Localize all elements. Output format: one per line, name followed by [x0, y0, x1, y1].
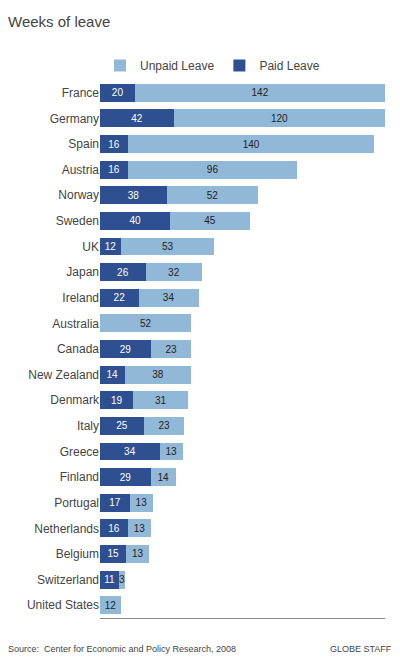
svg-text:19: 19 — [111, 395, 123, 406]
svg-text:UK: UK — [82, 240, 99, 254]
svg-text:22: 22 — [114, 292, 126, 303]
svg-text:29: 29 — [120, 472, 132, 483]
svg-text:25: 25 — [116, 420, 128, 431]
svg-text:29: 29 — [120, 344, 132, 355]
svg-text:23: 23 — [165, 344, 177, 355]
svg-text:12: 12 — [105, 241, 117, 252]
svg-text:17: 17 — [109, 497, 121, 508]
svg-text:38: 38 — [152, 369, 164, 380]
svg-text:Portugal: Portugal — [54, 496, 99, 510]
svg-text:11: 11 — [104, 574, 115, 585]
svg-text:42: 42 — [131, 113, 143, 124]
svg-text:Belgium: Belgium — [56, 547, 99, 561]
svg-text:45: 45 — [204, 215, 216, 226]
svg-text:34: 34 — [124, 446, 136, 457]
svg-text:142: 142 — [252, 87, 269, 98]
svg-text:52: 52 — [140, 318, 152, 329]
svg-text:Australia: Australia — [52, 317, 99, 331]
svg-text:53: 53 — [162, 241, 174, 252]
svg-text:Denmark: Denmark — [50, 393, 100, 407]
svg-text:Greece: Greece — [60, 445, 100, 459]
svg-text:15: 15 — [107, 548, 119, 559]
svg-text:New Zealand: New Zealand — [28, 368, 99, 382]
svg-text:20: 20 — [112, 87, 124, 98]
svg-text:140: 140 — [243, 139, 260, 150]
svg-text:Ireland: Ireland — [62, 291, 99, 305]
svg-text:Source: Center for Economic a: Source: Center for Economic and Policy R… — [8, 644, 236, 654]
svg-text:Sweden: Sweden — [56, 214, 99, 228]
svg-text:52: 52 — [207, 190, 219, 201]
svg-text:120: 120 — [271, 113, 288, 124]
svg-text:United States: United States — [27, 598, 99, 612]
svg-text:13: 13 — [134, 523, 146, 534]
svg-text:Canada: Canada — [57, 342, 99, 356]
svg-text:31: 31 — [155, 395, 167, 406]
svg-text:Austria: Austria — [62, 163, 100, 177]
svg-text:Unpaid Leave: Unpaid Leave — [140, 59, 214, 73]
svg-text:Germany: Germany — [50, 112, 99, 126]
svg-text:Finland: Finland — [60, 470, 99, 484]
svg-text:38: 38 — [128, 190, 140, 201]
svg-text:Norway: Norway — [58, 188, 99, 202]
svg-text:Italy: Italy — [77, 419, 99, 433]
svg-text:Netherlands: Netherlands — [34, 522, 99, 536]
svg-text:France: France — [62, 86, 100, 100]
svg-text:16: 16 — [108, 164, 120, 175]
svg-text:96: 96 — [207, 164, 219, 175]
svg-text:13: 13 — [165, 446, 177, 457]
svg-text:34: 34 — [163, 292, 175, 303]
svg-text:32: 32 — [168, 267, 180, 278]
svg-text:13: 13 — [136, 497, 148, 508]
svg-text:Paid Leave: Paid Leave — [259, 59, 319, 73]
svg-text:23: 23 — [158, 420, 170, 431]
svg-text:16: 16 — [108, 139, 120, 150]
svg-text:Weeks of leave: Weeks of leave — [8, 13, 110, 30]
svg-text:14: 14 — [107, 369, 119, 380]
svg-text:16: 16 — [108, 523, 120, 534]
svg-text:Japan: Japan — [66, 265, 99, 279]
svg-text:12: 12 — [105, 600, 117, 611]
svg-text:Switzerland: Switzerland — [37, 573, 99, 587]
svg-text:Spain: Spain — [68, 137, 99, 151]
svg-text:26: 26 — [117, 267, 129, 278]
svg-text:40: 40 — [129, 215, 141, 226]
svg-text:14: 14 — [158, 472, 170, 483]
svg-text:13: 13 — [132, 548, 144, 559]
svg-text:GLOBE STAFF: GLOBE STAFF — [330, 644, 392, 654]
svg-text:3: 3 — [119, 574, 125, 585]
